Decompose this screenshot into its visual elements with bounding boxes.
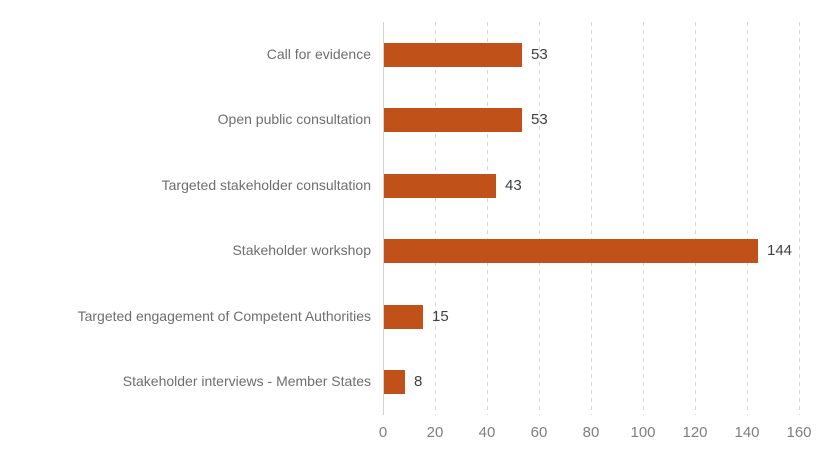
category-label: Targeted stakeholder consultation xyxy=(161,177,371,193)
bar xyxy=(384,239,758,263)
x-tick-label: 20 xyxy=(426,424,444,441)
x-tick-label: 120 xyxy=(682,424,708,441)
x-tick-label: 80 xyxy=(582,424,600,441)
x-tick-label: 60 xyxy=(530,424,548,441)
gridline xyxy=(799,22,800,415)
gridline xyxy=(487,22,488,415)
x-tick-label: 40 xyxy=(478,424,496,441)
data-label: 144 xyxy=(767,242,793,259)
gridline xyxy=(695,22,696,415)
x-tick-label: 140 xyxy=(734,424,760,441)
data-label: 53 xyxy=(531,46,548,63)
bar xyxy=(384,174,496,198)
x-tick-label: 100 xyxy=(630,424,656,441)
data-label: 15 xyxy=(432,308,449,325)
gridline xyxy=(539,22,540,415)
data-label: 43 xyxy=(505,177,522,194)
gridline xyxy=(643,22,644,415)
gridline xyxy=(591,22,592,415)
bar xyxy=(384,370,405,394)
category-label: Targeted engagement of Competent Authori… xyxy=(77,308,371,324)
data-label: 8 xyxy=(414,373,423,390)
x-tick-label: 0 xyxy=(378,424,388,441)
category-label: Open public consultation xyxy=(217,111,371,127)
plot-area: 53 53 43 144 15 8 xyxy=(383,22,813,415)
category-label: Stakeholder workshop xyxy=(232,242,371,258)
y-axis-line xyxy=(383,22,384,415)
bar xyxy=(384,43,522,67)
category-label: Stakeholder interviews - Member States xyxy=(122,373,371,389)
x-tick-label: 160 xyxy=(786,424,812,441)
gridline xyxy=(747,22,748,415)
data-label: 53 xyxy=(531,111,548,128)
gridline xyxy=(435,22,436,415)
bar xyxy=(384,108,522,132)
category-label: Call for evidence xyxy=(266,46,371,62)
bar xyxy=(384,305,423,329)
